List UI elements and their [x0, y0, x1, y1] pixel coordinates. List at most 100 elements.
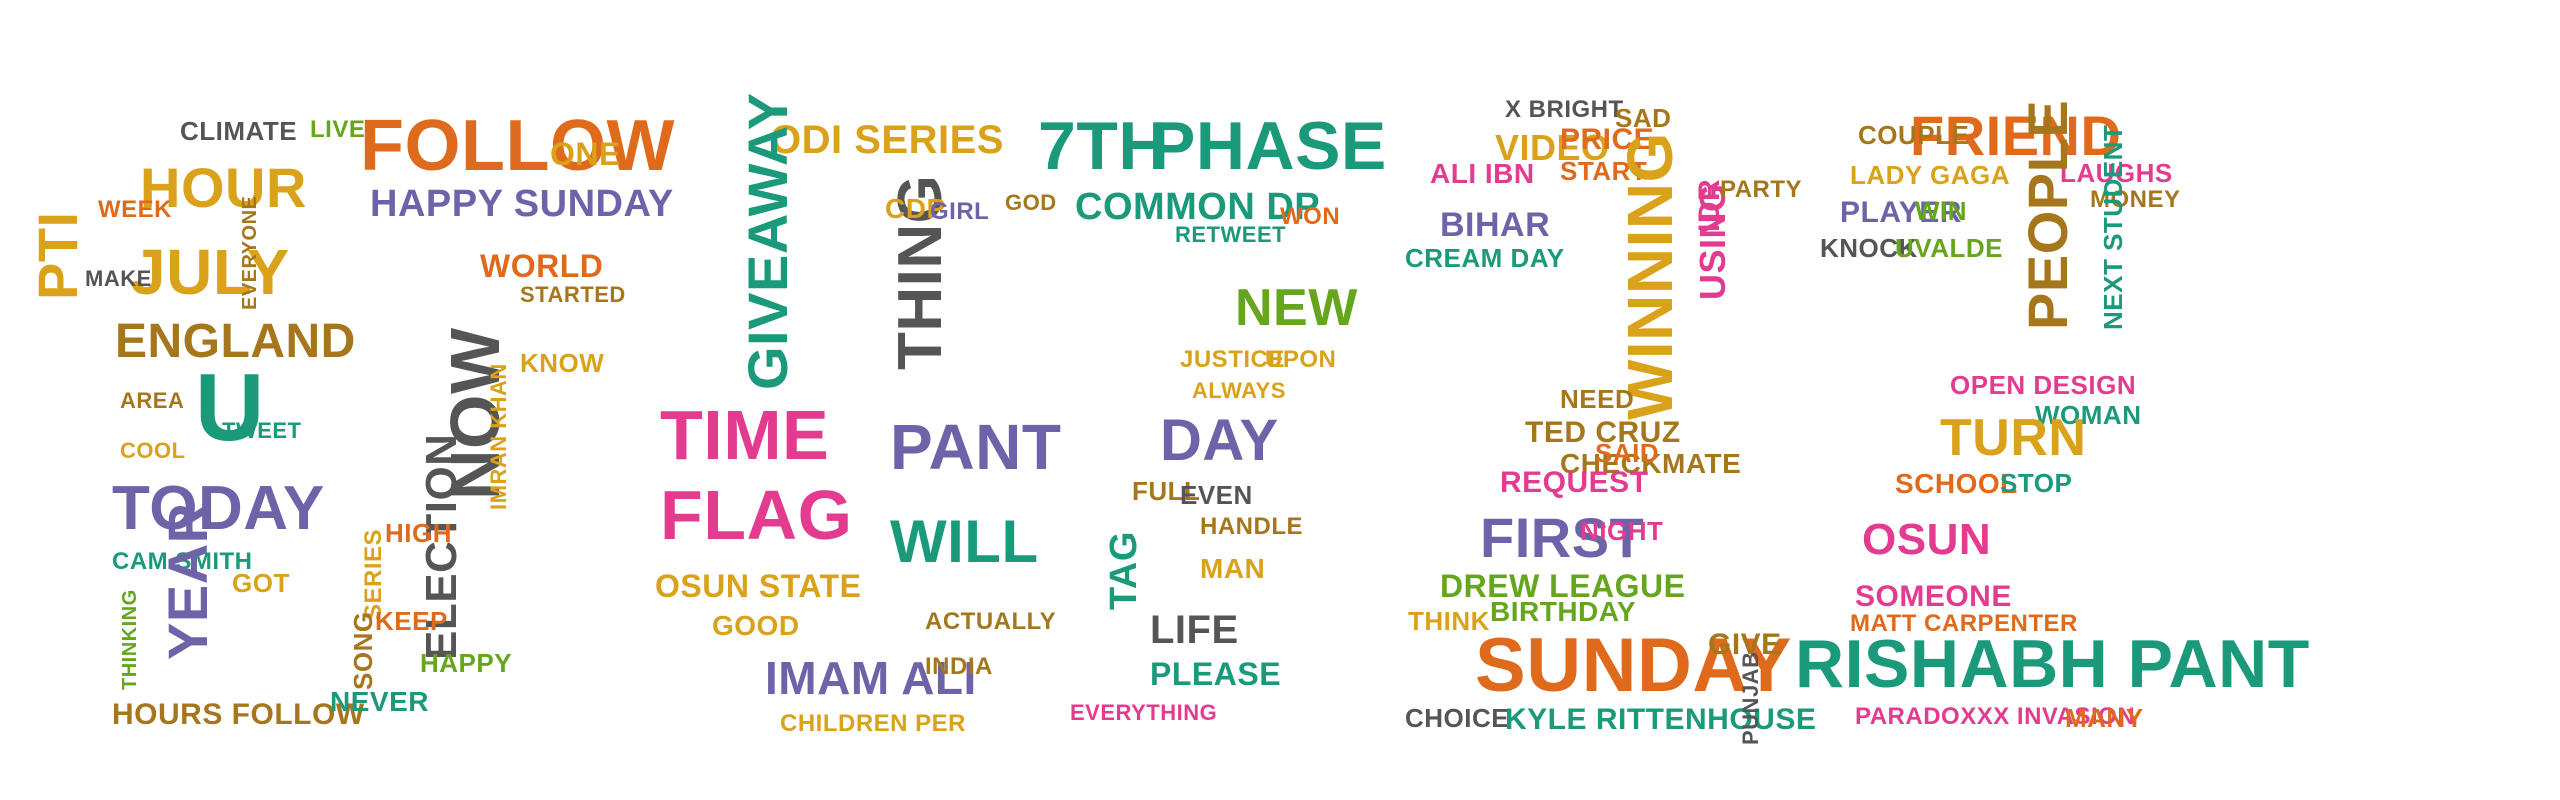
word: CHECKMATE	[1560, 448, 1742, 479]
word: TURN	[1940, 409, 2087, 467]
word: NIGHT	[1580, 516, 1664, 546]
word: JULY	[130, 236, 290, 308]
word: TIME	[660, 396, 830, 474]
word: FLAG	[660, 476, 853, 554]
word: NEW	[1235, 279, 1358, 337]
word: GIVEAWAY	[736, 92, 799, 390]
word: ODI SERIES	[770, 118, 1004, 162]
word: LAUGHS	[2060, 158, 2173, 188]
word: GOOD	[712, 610, 800, 641]
word: ALI IBN	[1430, 158, 1535, 189]
word: ENGLAND	[115, 315, 356, 368]
word: SOMEONE	[1855, 580, 2012, 613]
word: RISHABH PANT	[1795, 626, 2310, 702]
word: EVERYONE	[239, 195, 261, 310]
word: ALWAYS	[1192, 378, 1286, 403]
word: WORLD	[480, 248, 604, 284]
word: HOUR	[140, 156, 307, 219]
word: NEXT STUDENT	[2098, 124, 2128, 330]
word: REQUEST	[1500, 466, 1649, 499]
word: GOT	[232, 568, 290, 598]
word: YEAR	[156, 502, 219, 660]
word: COMMON DP	[1075, 186, 1321, 228]
word: DREW LEAGUE	[1440, 568, 1686, 604]
word: SCHOOL	[1895, 468, 2018, 499]
word: FIRST	[1480, 506, 1645, 569]
word: ONE	[550, 136, 621, 172]
word: MANY	[2065, 703, 2144, 733]
word: IMAM ALI	[765, 652, 977, 704]
word: START	[1560, 156, 1648, 186]
word: LIFE	[1150, 608, 1239, 652]
word: CHILDREN PER	[780, 710, 967, 737]
word: OPEN DESIGN	[1950, 370, 2137, 400]
word: TWEET	[222, 418, 302, 443]
word: LADY GAGA	[1850, 160, 2011, 190]
word: GOD	[1005, 190, 1057, 215]
word: PARADOXXX INVASION	[1855, 703, 2136, 730]
word: WIN	[1915, 196, 1968, 226]
word: FULL	[1132, 476, 1201, 506]
word: THINKING	[119, 589, 141, 690]
word: NEVER	[330, 686, 429, 717]
word: DAY	[1160, 408, 1279, 473]
word: ACTUALLY	[925, 608, 1057, 635]
word: STOP	[2000, 468, 2073, 498]
word: PTI	[26, 211, 89, 300]
word: SAD	[1615, 103, 1672, 133]
word: PUNJAB	[1738, 651, 1763, 745]
word: MATT CARPENTER	[1850, 610, 2078, 637]
word: PLEASE	[1150, 656, 1282, 692]
word: WOMAN	[2035, 400, 2142, 430]
word: WEEK	[98, 196, 172, 223]
word: STARTED	[520, 282, 626, 307]
word: TED CRUZ	[1525, 416, 1681, 449]
word: HIGH	[385, 518, 452, 548]
word: X BRIGHT	[1505, 96, 1624, 123]
word: CAM SMITH	[112, 548, 253, 575]
word: PHASE	[1150, 108, 1387, 184]
word: WINNING	[1614, 132, 1686, 420]
word: BIRTHDAY	[1490, 596, 1637, 627]
word: INDIA	[925, 653, 993, 680]
word: SAID	[1595, 438, 1660, 468]
word: OSUN STATE	[655, 568, 862, 604]
word: MONEY	[2090, 186, 2181, 213]
word: PANT	[890, 411, 1062, 483]
word: HOURS FOLLOW	[112, 698, 365, 731]
word: TODAY	[112, 474, 325, 543]
word: FOLLOW	[360, 106, 675, 186]
word: CDP	[885, 193, 946, 224]
word: WON	[1280, 203, 1341, 230]
word: TAG	[1103, 531, 1145, 610]
word: KEEP	[375, 606, 448, 636]
word: WILL	[890, 508, 1039, 575]
word: THINK	[1408, 606, 1490, 636]
word: 7TH	[1038, 108, 1168, 184]
word: MAKE	[85, 266, 152, 291]
word: COOL	[120, 438, 186, 463]
word: RETWEET	[1175, 222, 1287, 247]
word: MAN	[1200, 553, 1266, 584]
word: SONG	[348, 611, 378, 690]
word: PRICE	[1560, 123, 1655, 156]
word: CREAM DAY	[1405, 243, 1565, 273]
word: KNOW	[520, 348, 605, 378]
word: U	[195, 354, 265, 461]
word: HANDLE	[1200, 513, 1303, 540]
word: CHOICE	[1405, 703, 1510, 733]
word: JUSTICE	[1180, 346, 1285, 373]
word: VIDEO	[1495, 127, 1610, 168]
word: LIVE	[310, 116, 366, 143]
word: CLIMATE	[180, 116, 298, 146]
word: KNOCK	[1820, 233, 1918, 263]
word: SUNDAY	[1475, 623, 1792, 708]
word: HAPPY SUNDAY	[370, 183, 674, 225]
word: BIHAR	[1440, 206, 1551, 244]
word: EVERYTHING	[1070, 700, 1218, 725]
word: PLAYER	[1840, 196, 1962, 229]
word: GIRL	[930, 198, 990, 225]
word: GIVE	[1708, 628, 1782, 661]
word: KYLE RITTENHOUSE	[1505, 703, 1817, 736]
